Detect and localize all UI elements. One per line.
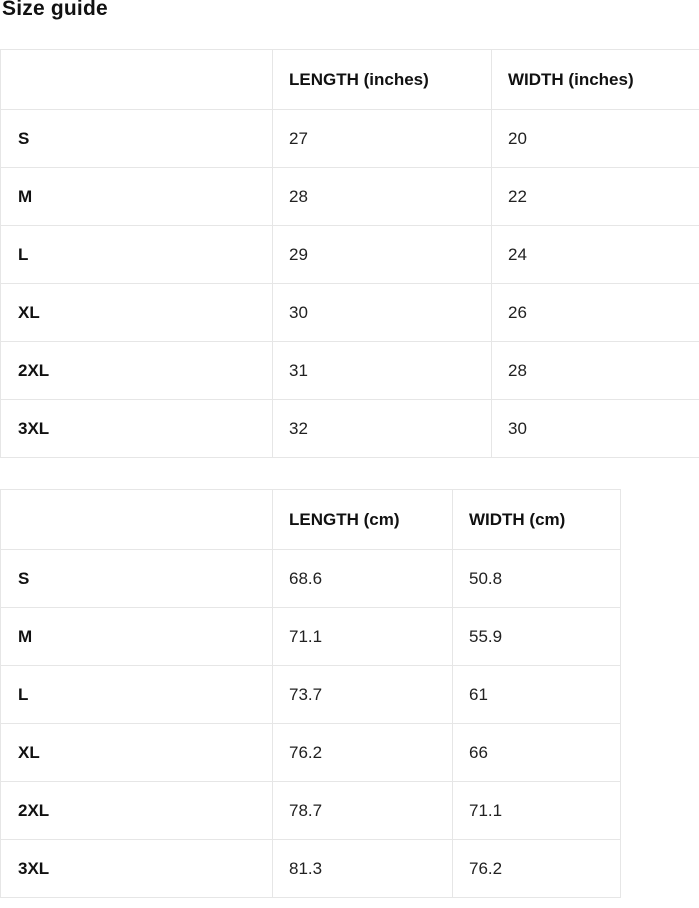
table-row: XL 76.2 66: [0, 723, 621, 782]
size-table-inches: LENGTH (inches) WIDTH (inches) S 27 20 M…: [0, 49, 699, 458]
column-header-width-cm: WIDTH (cm): [452, 489, 621, 550]
length-value: 78.7: [272, 781, 453, 840]
column-header-length-cm: LENGTH (cm): [272, 489, 453, 550]
length-value: 76.2: [272, 723, 453, 782]
width-value: 61: [452, 665, 621, 724]
table-row: L 73.7 61: [0, 665, 621, 724]
length-value: 28: [272, 167, 492, 226]
width-value: 76.2: [452, 839, 621, 898]
table-row: M 28 22: [0, 167, 699, 226]
size-label: L: [0, 225, 273, 284]
table-header-row: LENGTH (inches) WIDTH (inches): [0, 49, 699, 110]
length-value: 71.1: [272, 607, 453, 666]
size-label: S: [0, 549, 273, 608]
size-label: M: [0, 167, 273, 226]
table-row: 3XL 81.3 76.2: [0, 839, 621, 898]
size-label: XL: [0, 283, 273, 342]
width-value: 71.1: [452, 781, 621, 840]
table-row: S 27 20: [0, 109, 699, 168]
column-header-size: [0, 489, 273, 550]
width-value: 50.8: [452, 549, 621, 608]
table-row: L 29 24: [0, 225, 699, 284]
size-label: M: [0, 607, 273, 666]
size-label: 3XL: [0, 839, 273, 898]
table-row: XL 30 26: [0, 283, 699, 342]
width-value: 24: [491, 225, 699, 284]
page-title: Size guide: [2, 0, 108, 20]
length-value: 27: [272, 109, 492, 168]
size-table-cm: LENGTH (cm) WIDTH (cm) S 68.6 50.8 M 71.…: [0, 489, 621, 898]
length-value: 73.7: [272, 665, 453, 724]
length-value: 81.3: [272, 839, 453, 898]
table-row: M 71.1 55.9: [0, 607, 621, 666]
table-row: 2XL 78.7 71.1: [0, 781, 621, 840]
length-value: 29: [272, 225, 492, 284]
width-value: 30: [491, 399, 699, 458]
column-header-width-inches: WIDTH (inches): [491, 49, 699, 110]
length-value: 32: [272, 399, 492, 458]
length-value: 31: [272, 341, 492, 400]
width-value: 55.9: [452, 607, 621, 666]
width-value: 66: [452, 723, 621, 782]
length-value: 68.6: [272, 549, 453, 608]
column-header-length-inches: LENGTH (inches): [272, 49, 492, 110]
width-value: 22: [491, 167, 699, 226]
size-label: 2XL: [0, 781, 273, 840]
size-label: 3XL: [0, 399, 273, 458]
table-row: 2XL 31 28: [0, 341, 699, 400]
table-row: S 68.6 50.8: [0, 549, 621, 608]
table-header-row: LENGTH (cm) WIDTH (cm): [0, 489, 621, 550]
size-label: XL: [0, 723, 273, 782]
size-label: S: [0, 109, 273, 168]
width-value: 20: [491, 109, 699, 168]
width-value: 26: [491, 283, 699, 342]
table-row: 3XL 32 30: [0, 399, 699, 458]
size-label: L: [0, 665, 273, 724]
size-label: 2XL: [0, 341, 273, 400]
width-value: 28: [491, 341, 699, 400]
length-value: 30: [272, 283, 492, 342]
column-header-size: [0, 49, 273, 110]
